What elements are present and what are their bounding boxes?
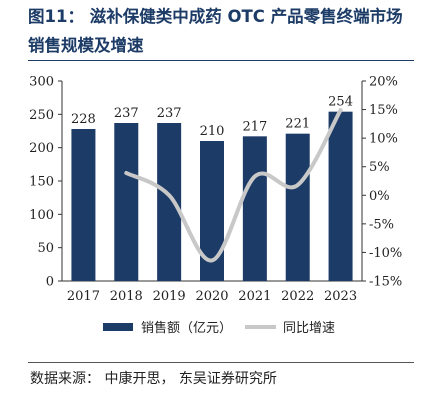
right-tick-label: 20% [369, 75, 398, 90]
x-tick-label: 2019 [153, 289, 186, 304]
left-tick-label: 150 [29, 175, 54, 190]
right-tick-label: 10% [369, 132, 398, 147]
bar [285, 133, 310, 281]
x-tick-label: 2021 [238, 289, 271, 304]
bar-value-labels: 228 237 237 210 217 221 254 [71, 95, 353, 139]
bar-value-label: 254 [328, 95, 353, 110]
source-note: 数据来源： 中康开思， 东吴证券研究所 [30, 371, 277, 387]
bar [328, 111, 353, 281]
bar-series [71, 111, 353, 281]
right-tick-label: 0% [369, 189, 390, 204]
legend-bar-label: 销售额（亿元） [141, 320, 232, 336]
bar-value-label: 221 [285, 117, 310, 132]
legend-bar-swatch [103, 323, 133, 331]
bar [71, 129, 96, 281]
bar [157, 123, 182, 281]
title-divider [28, 60, 414, 61]
bar-value-label: 237 [114, 106, 139, 121]
bottom-divider [28, 362, 414, 363]
left-tick-label: 100 [29, 208, 54, 223]
x-tick-label: 2017 [67, 289, 100, 304]
left-tick-label: 0 [46, 275, 54, 290]
right-tick-label: 5% [369, 160, 390, 175]
left-tick-label: 200 [29, 141, 54, 156]
left-tick-label: 50 [37, 241, 54, 256]
figure-title-block: 图11： 滋补保健类中成药 OTC 产品零售终端市场销售规模及增速 [28, 2, 408, 60]
bar-value-label: 237 [157, 106, 182, 121]
tick-labels: 0 50 100 150 200 250 300 -15% -10% -5% 0% 5% 10% 15% 2… [29, 75, 402, 305]
legend-line-label: 同比增速 [283, 321, 335, 336]
left-tick-label: 300 [29, 75, 54, 90]
x-tick-label: 2020 [195, 289, 228, 304]
axes [58, 80, 366, 282]
right-tick-label: -5% [369, 217, 394, 232]
bar-value-label: 217 [242, 119, 267, 134]
right-tick-label: 15% [369, 103, 398, 118]
figure-title: 图11： 滋补保健类中成药 OTC 产品零售终端市场销售规模及增速 [28, 7, 403, 55]
x-tick-label: 2022 [281, 289, 314, 304]
x-tick-label: 2018 [110, 289, 143, 304]
bar [242, 136, 267, 281]
x-tick-label: 2023 [324, 289, 357, 304]
right-tick-label: -15% [369, 275, 402, 290]
bar [114, 123, 139, 281]
bar-value-label: 210 [200, 124, 225, 139]
left-tick-label: 250 [29, 108, 54, 123]
chart: 228 237 237 210 217 221 254 0 50 100 150 200 250 300… [29, 75, 402, 337]
right-tick-label: -10% [369, 246, 402, 261]
line-series [124, 108, 343, 263]
legend: 销售额（亿元） 同比增速 [103, 320, 335, 336]
bar-value-label: 228 [71, 112, 96, 127]
